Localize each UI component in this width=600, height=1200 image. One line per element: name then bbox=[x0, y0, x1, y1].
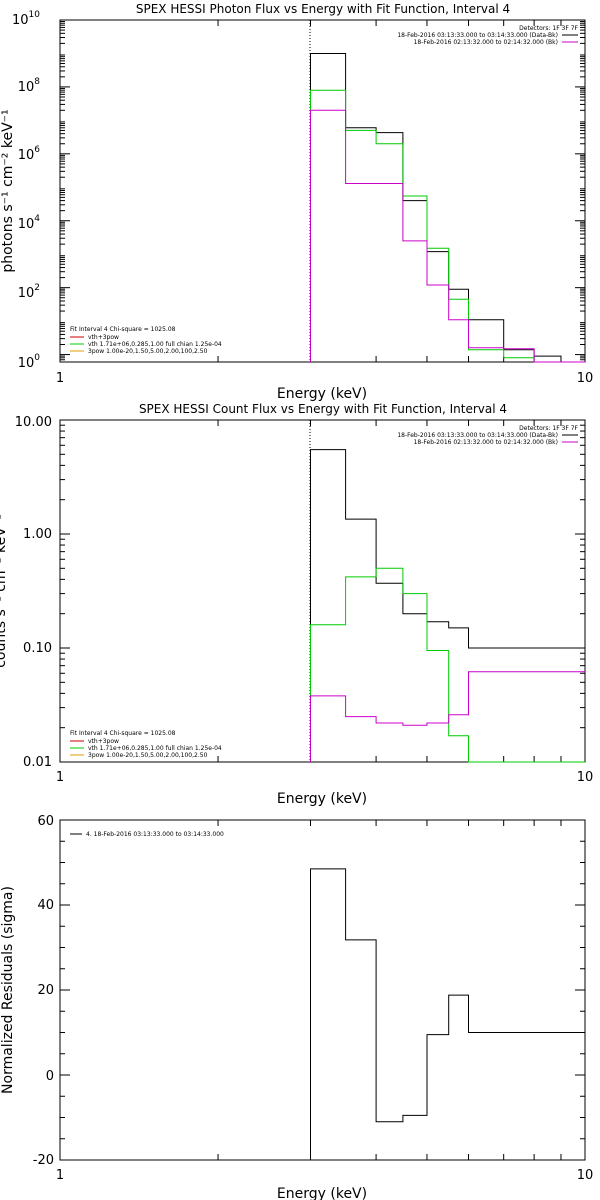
y-tick-label: 1.00 bbox=[23, 527, 52, 542]
legend-header: Detectors: 1F 3F 7F bbox=[519, 25, 578, 32]
photon-flux-panel: SPEX HESSI Photon Flux vs Energy with Fi… bbox=[0, 2, 593, 402]
residuals-ticks bbox=[60, 819, 585, 1161]
legend-label: vth 1.71e+06,0.285,1.00 full chian 1.25e… bbox=[88, 341, 222, 348]
legend-label: vth+3pow bbox=[88, 334, 119, 341]
y-tick-label: 106 bbox=[18, 145, 41, 163]
count-flux-panel: SPEX HESSI Count Flux vs Energy with Fit… bbox=[0, 402, 593, 807]
x-tick-label: 10 bbox=[577, 770, 594, 785]
histogram-series bbox=[310, 53, 585, 363]
photon-flux-y-axis-label: photons s⁻¹ cm⁻² keV⁻¹ bbox=[0, 109, 16, 272]
legend-label: vth 1.71e+06,0.285,1.00 full chian 1.25e… bbox=[88, 745, 222, 752]
residuals-x-axis-label: Energy (keV) bbox=[277, 1186, 367, 1200]
y-tick-label: 1010 bbox=[12, 10, 40, 28]
y-tick-label: 104 bbox=[18, 214, 41, 232]
x-tick-label: 1 bbox=[56, 770, 64, 785]
y-tick-label: 0.10 bbox=[23, 641, 52, 656]
legend-label: 18-Feb-2016 02:13:32.000 to 02:14:32.000… bbox=[414, 39, 558, 46]
legend-header: Fit Interval 4 Chi-square = 1025.08 bbox=[70, 326, 176, 333]
histogram-series bbox=[310, 109, 585, 363]
count-flux-ticks bbox=[60, 419, 585, 763]
y-tick-label: 20 bbox=[37, 983, 54, 998]
residuals-y-axis-label: Normalized Residuals (sigma) bbox=[0, 886, 16, 1094]
x-tick-label: 1 bbox=[56, 371, 64, 386]
count-flux-plot-frame bbox=[59, 419, 586, 763]
y-tick-label: 102 bbox=[18, 283, 40, 301]
residuals-series bbox=[310, 868, 585, 1160]
legend-header: Fit Interval 4 Chi-square = 1025.08 bbox=[70, 730, 176, 737]
y-tick-label: 40 bbox=[37, 898, 54, 913]
photon-flux-title: SPEX HESSI Photon Flux vs Energy with Fi… bbox=[136, 2, 510, 16]
photon-flux-legend-fit: Fit Interval 4 Chi-square = 1025.08 vth+… bbox=[70, 326, 222, 355]
legend-label: 18-Feb-2016 03:13:33.000 to 03:14:33.000… bbox=[397, 32, 558, 39]
count-flux-y-axis-label: counts s⁻¹ cm⁻² keV⁻¹ bbox=[0, 514, 9, 668]
histogram-series bbox=[310, 567, 585, 763]
legend-label: 18-Feb-2016 03:13:33.000 to 03:14:33.000… bbox=[397, 432, 558, 439]
photon-flux-legend-top: Detectors: 1F 3F 7F 18-Feb-2016 03:13:33… bbox=[397, 25, 578, 46]
histogram-series bbox=[310, 449, 585, 762]
legend-label: 4. 18-Feb-2016 03:13:33.000 to 03:14:33.… bbox=[86, 831, 224, 838]
photon-flux-ticks bbox=[60, 19, 585, 363]
x-tick-label: 1 bbox=[56, 1168, 64, 1183]
legend-label: 18-Feb-2016 02:13:32.000 to 02:14:32.000… bbox=[414, 439, 558, 446]
histogram-series bbox=[310, 868, 585, 1160]
x-tick-label: 10 bbox=[577, 1168, 594, 1183]
y-tick-label: 108 bbox=[18, 77, 41, 95]
legend-label: 3pow 1.00e-20,1.50,5.00,2.00,100,2.50 bbox=[88, 348, 208, 355]
legend-label: vth+3pow bbox=[88, 738, 119, 745]
photon-flux-series bbox=[310, 53, 585, 363]
residuals-legend: 4. 18-Feb-2016 03:13:33.000 to 03:14:33.… bbox=[70, 831, 224, 838]
x-tick-label: 10 bbox=[577, 371, 594, 386]
residuals-panel: -20 0 20 40 60 1 10 Energy (keV) Normali… bbox=[0, 814, 593, 1200]
histogram-series bbox=[310, 671, 585, 762]
count-flux-legend-top: Detectors: 1F 3F 7F 18-Feb-2016 03:13:33… bbox=[397, 425, 578, 446]
legend-label: 3pow 1.00e-20,1.50,5.00,2.00,100,2.50 bbox=[88, 752, 208, 759]
legend-header: Detectors: 1F 3F 7F bbox=[519, 425, 578, 432]
photon-flux-plot-frame bbox=[59, 19, 586, 363]
count-flux-series bbox=[310, 449, 585, 763]
y-tick-label: -20 bbox=[33, 1153, 54, 1168]
count-flux-title: SPEX HESSI Count Flux vs Energy with Fit… bbox=[139, 402, 507, 416]
histogram-series bbox=[310, 89, 585, 363]
count-flux-legend-fit: Fit Interval 4 Chi-square = 1025.08 vth+… bbox=[70, 730, 222, 759]
y-tick-label: 60 bbox=[37, 814, 54, 829]
residuals-plot-frame bbox=[59, 819, 586, 1161]
count-flux-x-axis-label: Energy (keV) bbox=[277, 791, 367, 807]
y-tick-label: 0.01 bbox=[23, 755, 52, 770]
y-tick-label: 100 bbox=[18, 353, 41, 371]
y-tick-label: 0 bbox=[46, 1069, 54, 1084]
y-tick-label: 10.00 bbox=[15, 415, 52, 430]
photon-flux-y-tick-labels: 100 102 104 106 108 1010 bbox=[12, 10, 40, 371]
photon-flux-x-axis-label: Energy (keV) bbox=[277, 386, 367, 402]
